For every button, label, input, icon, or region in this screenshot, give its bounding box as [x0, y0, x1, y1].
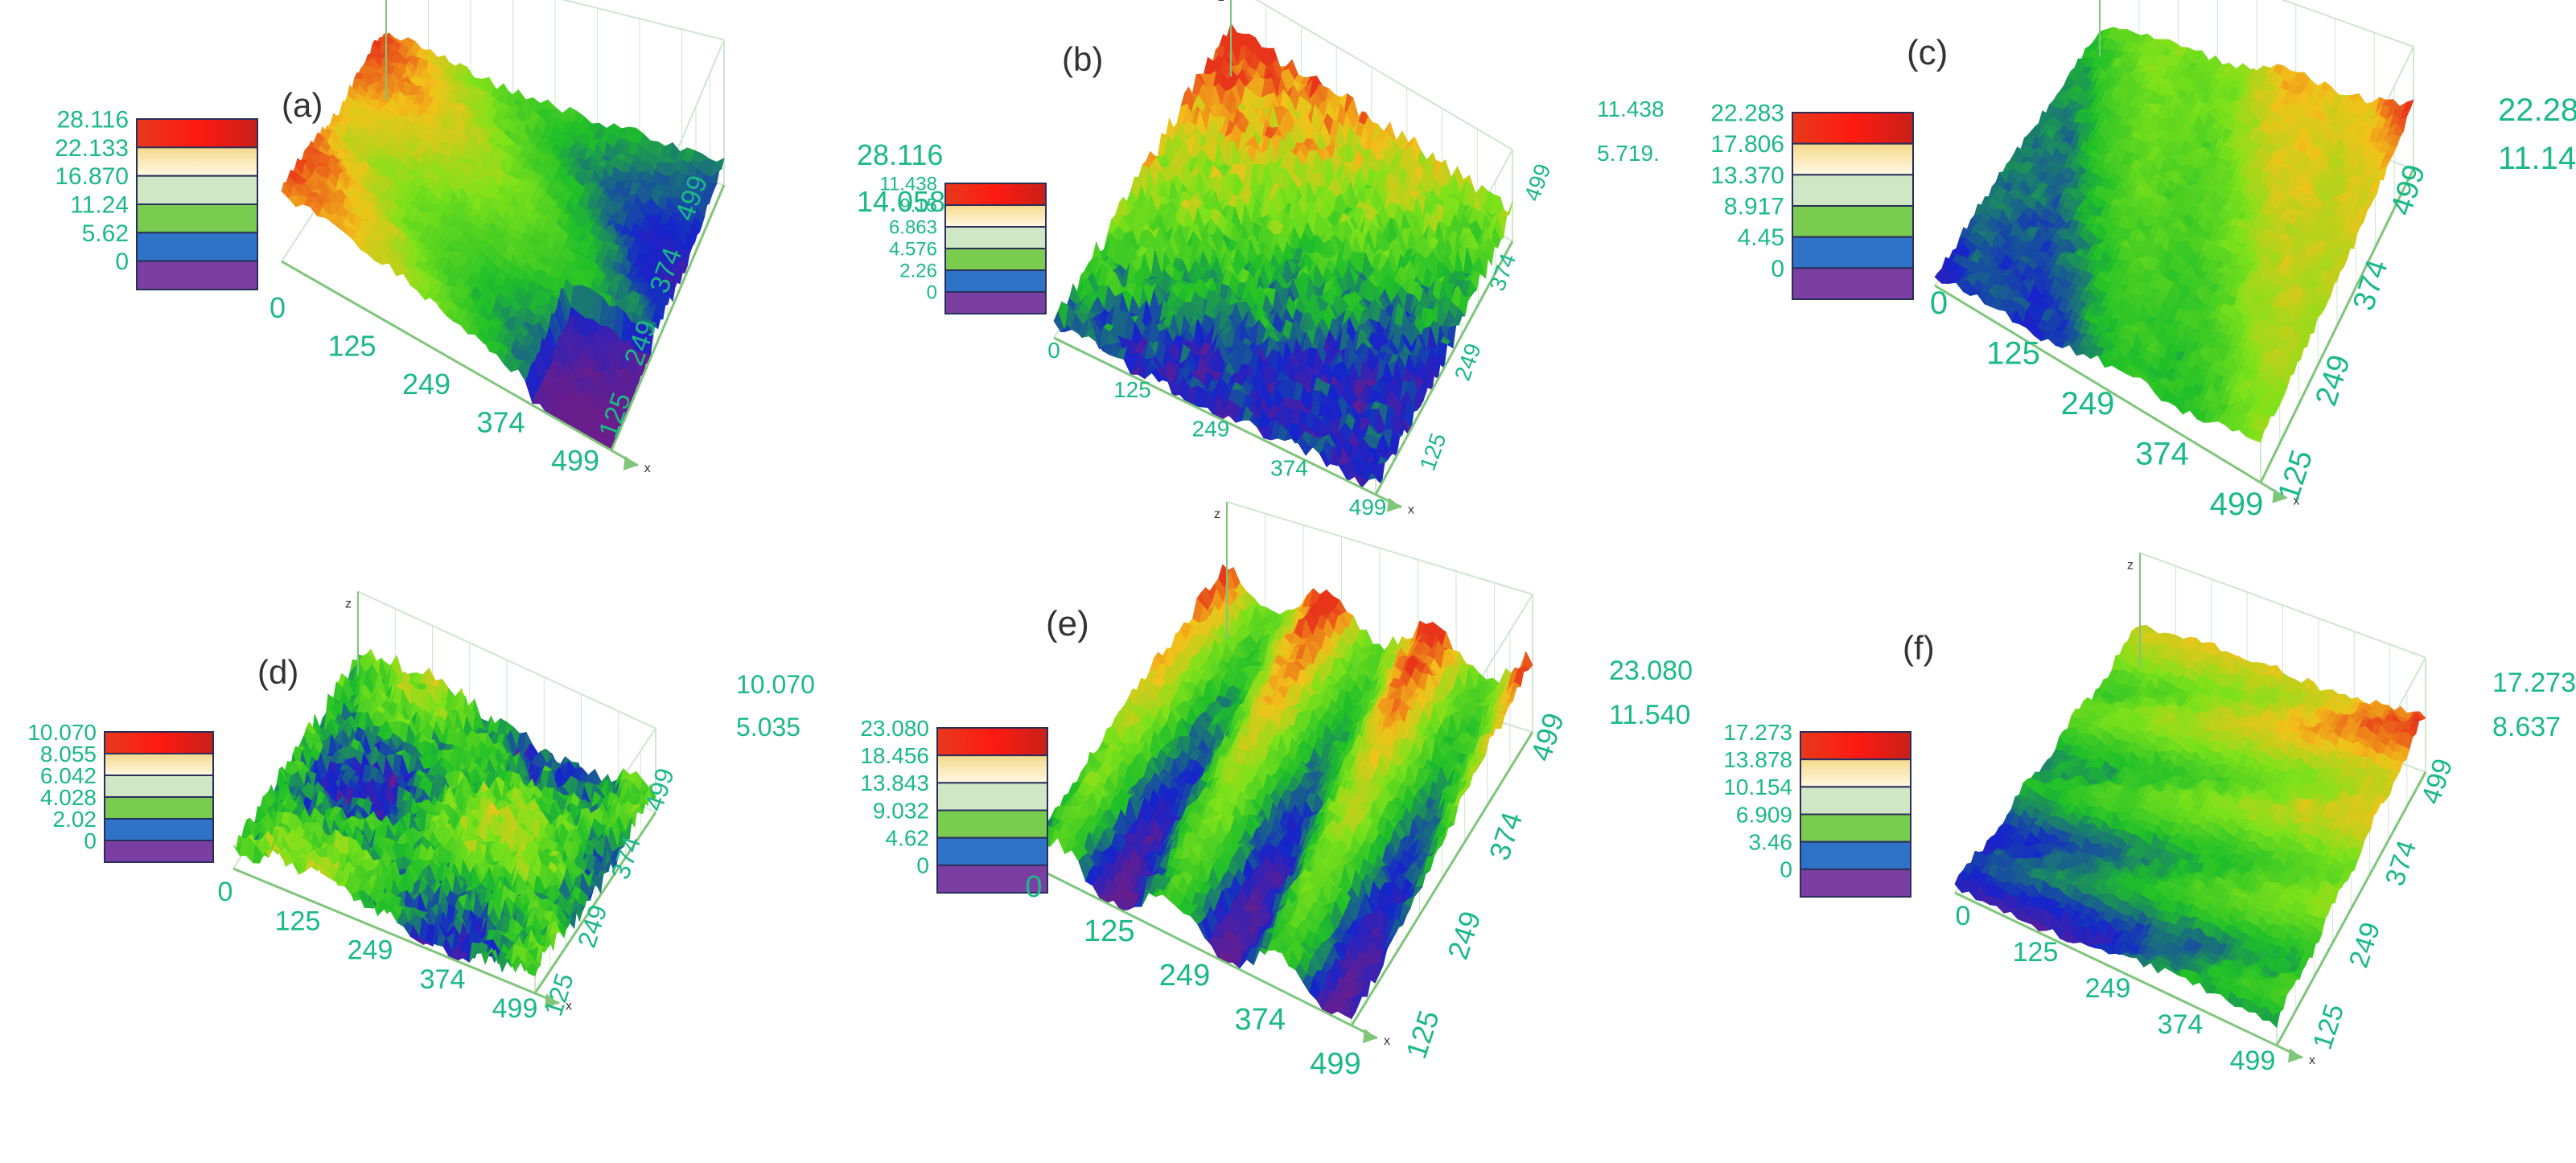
colorbar-tick-label: 4.576: [889, 238, 937, 260]
x-tick-label: 0: [270, 291, 286, 324]
z-max-label: 11.438: [1597, 97, 1665, 121]
colorbar-band-3: [136, 175, 258, 206]
x-tick-label: 499: [1349, 495, 1387, 520]
colorbar-tick-label: 0: [927, 282, 937, 303]
colorbar-band-6: [136, 260, 258, 290]
panel-label: (b): [1062, 40, 1103, 78]
x-tick-label: 249: [1192, 417, 1230, 442]
colorbar-tick-label: 0: [115, 249, 129, 275]
x-tick-label: 0: [1047, 338, 1060, 363]
colorbar-tick-label: 28.116: [56, 107, 129, 134]
colorbar-tick-label: 6.863: [889, 216, 937, 238]
y-tick-label: 125: [1415, 429, 1451, 474]
x-tick-label: 374: [476, 406, 525, 439]
x-tick-label: 374: [1270, 455, 1308, 480]
x-axis-label: x: [644, 462, 651, 475]
x-tick-label: 499: [551, 444, 599, 477]
z-max-label: 5.719.: [1597, 141, 1660, 166]
colorbar-band-4: [944, 248, 1047, 271]
colorbar-band-2: [136, 146, 258, 177]
colorbar-tick-label: 5.62: [82, 220, 129, 247]
x-axis-label: x: [1408, 503, 1414, 517]
colorbar-band-1: [944, 183, 1047, 206]
colorbar-tick-label: 2.26: [899, 260, 937, 282]
axis-box-edge: [561, 0, 725, 41]
colorbar-band-2: [944, 204, 1047, 228]
surface-plot: [281, 32, 725, 451]
panels-root: xz28.11622.13316.87011.245.620(a)28.1161…: [27, 0, 2576, 1081]
panel-a: xz28.11622.13316.87011.245.620(a)28.1161…: [55, 0, 945, 477]
x-tick-label: 125: [327, 330, 376, 363]
colorbar-tick-label: 11.438: [879, 173, 937, 195]
panel-c: xz22.28317.80613.3708.9174.450(c)22.2831…: [1710, 0, 2576, 522]
colorbar-tick-label: 16.870: [55, 163, 129, 190]
colorbar-band-5: [944, 269, 1047, 293]
colorbar-tick-label: 22.133: [55, 135, 129, 162]
colorbar-band-5: [136, 232, 258, 262]
surface-plot: [1053, 23, 1513, 489]
panel-label: (a): [282, 86, 323, 124]
x-tick-label: 125: [1113, 377, 1151, 402]
colorbar-band-3: [944, 226, 1047, 249]
colorbar-tick-label: 11.24: [70, 192, 129, 219]
colorbar-band-1: [136, 118, 258, 149]
colorbar-band-6: [944, 291, 1047, 314]
y-tick-label: 499: [1520, 160, 1556, 204]
panel-b: xz11.4389.156.8634.5762.260(b)11.4385.71…: [879, 0, 1665, 520]
colorbar-tick-label: 9.15: [899, 195, 937, 216]
x-axis-arrow: [1387, 497, 1401, 512]
colorbar-band-4: [136, 203, 258, 234]
z-max-label: 28.116: [857, 138, 943, 171]
z-axis-label: z: [1218, 0, 1224, 4]
x-tick-label: 249: [402, 368, 451, 401]
